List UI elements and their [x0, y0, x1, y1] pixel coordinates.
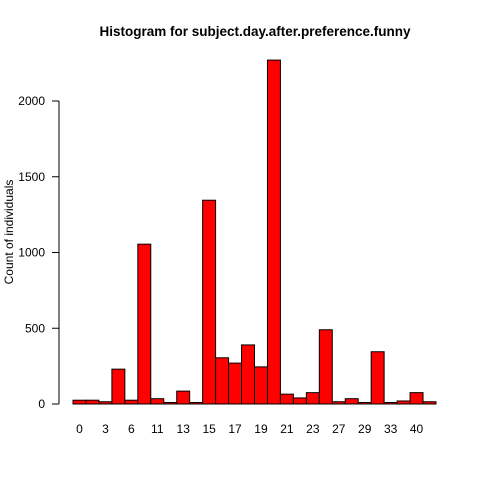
histogram-bar: [163, 401, 178, 405]
histogram-bar: [396, 400, 411, 405]
y-tick-label: 2000: [18, 94, 45, 108]
histogram-bar: [189, 401, 204, 405]
y-tick-label: 1000: [18, 246, 45, 260]
histogram-bar: [344, 398, 359, 405]
bars: [72, 59, 437, 405]
histogram-bar: [176, 390, 191, 405]
histogram-bar: [292, 397, 307, 405]
histogram-bar: [357, 401, 372, 405]
histogram-bar: [331, 401, 346, 405]
histogram-bar: [305, 392, 320, 405]
x-tick-label: 33: [384, 422, 398, 436]
histogram-bar: [422, 401, 437, 405]
x-tick-label: 6: [128, 422, 135, 436]
x-tick-label: 27: [332, 422, 346, 436]
histogram-bar: [228, 362, 243, 405]
histogram-bar: [137, 243, 152, 405]
y-axis: 0 500 1000 1500 2000: [18, 94, 60, 411]
y-tick-label: 0: [38, 397, 45, 411]
x-tick-label: 40: [410, 422, 424, 436]
histogram-bar: [370, 351, 385, 405]
y-tick-label: 1500: [18, 170, 45, 184]
histogram-bar: [111, 368, 126, 405]
x-tick-label: 13: [177, 422, 191, 436]
histogram-bar: [279, 393, 294, 405]
x-tick-label: 29: [358, 422, 372, 436]
chart-title: Histogram for subject.day.after.preferen…: [99, 24, 411, 39]
histogram-bar: [202, 199, 217, 405]
histogram-bar: [383, 401, 398, 405]
histogram-bar: [85, 399, 100, 405]
x-tick-label: 3: [102, 422, 109, 436]
x-tick-label: 23: [306, 422, 320, 436]
histogram-bar: [266, 59, 281, 405]
x-tick-label: 21: [280, 422, 294, 436]
histogram-bar: [215, 357, 230, 405]
histogram-bar: [150, 398, 165, 405]
x-tick-label: 17: [228, 422, 242, 436]
x-tick-label: 0: [76, 422, 83, 436]
histogram-bar: [254, 366, 268, 405]
y-tick-label: 500: [25, 321, 45, 335]
histogram-bar: [98, 401, 113, 405]
histogram-bar: [124, 399, 139, 405]
histogram-bar: [409, 392, 424, 405]
x-tick-label: 19: [254, 422, 268, 436]
histogram-bar: [318, 329, 333, 405]
histogram-bar: [241, 344, 255, 405]
x-tick-labels: 0 3 6 11 13 15 17 19 21 23 27 29 33 40: [76, 422, 423, 436]
x-tick-label: 15: [202, 422, 216, 436]
x-tick-label: 11: [151, 422, 164, 436]
histogram-bar: [72, 399, 87, 405]
y-axis-label: Count of individuals: [2, 180, 16, 285]
